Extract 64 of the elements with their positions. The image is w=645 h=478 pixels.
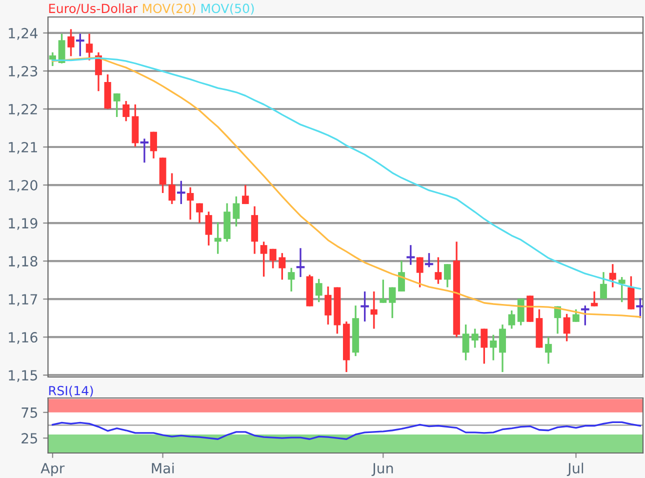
candlestick [544,336,552,365]
candlestick [572,308,580,323]
candlestick [68,28,74,57]
candlestick [370,290,378,330]
candlestick [590,290,598,308]
candlestick [444,263,451,288]
chart-title: Euro/Us-Dollar [49,3,138,14]
candlestick [260,240,268,278]
candlestick [113,92,120,118]
candlestick [480,328,488,365]
x-tick-label: Apr [40,463,65,476]
candlestick [288,267,295,292]
candlestick [95,52,102,92]
x-tick-label: Jun [372,463,393,476]
candlestick [563,313,570,342]
y-tick-label: 1,23 [8,66,38,78]
candlestick [242,184,249,205]
candlestick [86,32,93,62]
y-tick-label: 1,20 [8,180,38,192]
line-series [52,421,642,440]
chart-title: RSI(14) [49,386,93,397]
y-tick-label: 1,15 [8,370,38,382]
y-tick-label: 1,18 [8,256,38,268]
candlestick [618,276,626,303]
candlestick [49,52,56,67]
candlestick [398,260,405,292]
candlestick [628,275,635,310]
candlestick [324,286,332,326]
candlestick [380,278,387,304]
candlestick [196,202,203,224]
candlestick [609,263,616,288]
candlestick [508,310,516,330]
candlestick [150,130,158,160]
text: MOV(50) [201,3,254,15]
candlestick [388,286,396,319]
candlestick [168,172,176,205]
candlestick [517,298,524,326]
y-tick-label: 75 [22,408,38,418]
y-tick-label: 1,21 [8,142,37,154]
candlestick [490,334,497,362]
x-tick-label: Mai [152,462,174,474]
candlestick [186,186,194,220]
candlestick [214,221,222,255]
candlestick [434,256,442,285]
candlestick [122,100,130,122]
candlestick [499,324,506,373]
candlestick [315,278,322,303]
candlestick [416,256,424,288]
y-tick-label: 1,22 [8,104,37,116]
candlestick [205,210,212,246]
y-tick-label: 1,16 [8,332,38,344]
candlestick [232,196,240,228]
y-tick-label: 1,17 [8,294,38,306]
y-tick-label: 25 [22,433,38,444]
y-tick-label: 1,19 [8,218,38,230]
candlestick [600,271,607,300]
candlestick [635,297,643,319]
candlestick [270,248,276,270]
text: MOV(20) [142,3,196,15]
candlestick [472,328,478,349]
candlestick [462,324,470,362]
y-tick-label: 1,24 [8,28,38,40]
candlestick [278,252,286,281]
x-tick-label: Jul [566,462,584,476]
